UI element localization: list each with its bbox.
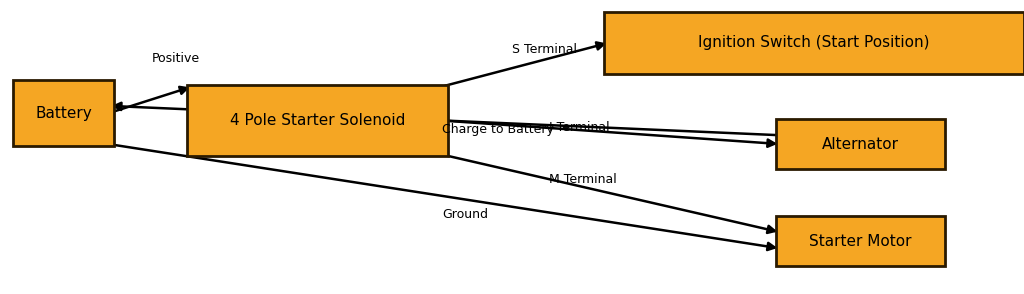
FancyBboxPatch shape: [13, 80, 114, 146]
Text: Battery: Battery: [35, 106, 92, 121]
Text: M Terminal: M Terminal: [549, 173, 616, 186]
Text: S Terminal: S Terminal: [512, 44, 577, 56]
FancyBboxPatch shape: [776, 216, 944, 266]
FancyBboxPatch shape: [604, 12, 1024, 74]
Text: Alternator: Alternator: [821, 136, 899, 152]
Text: Charge to Battery: Charge to Battery: [442, 123, 554, 136]
Text: 4 Pole Starter Solenoid: 4 Pole Starter Solenoid: [229, 113, 406, 128]
Text: Ignition Switch (Start Position): Ignition Switch (Start Position): [698, 35, 930, 50]
Text: Ground: Ground: [442, 208, 488, 221]
Text: Positive: Positive: [152, 52, 200, 65]
FancyBboxPatch shape: [776, 119, 944, 169]
Text: Starter Motor: Starter Motor: [809, 233, 911, 249]
Text: I Terminal: I Terminal: [549, 121, 609, 134]
FancyBboxPatch shape: [186, 85, 449, 156]
